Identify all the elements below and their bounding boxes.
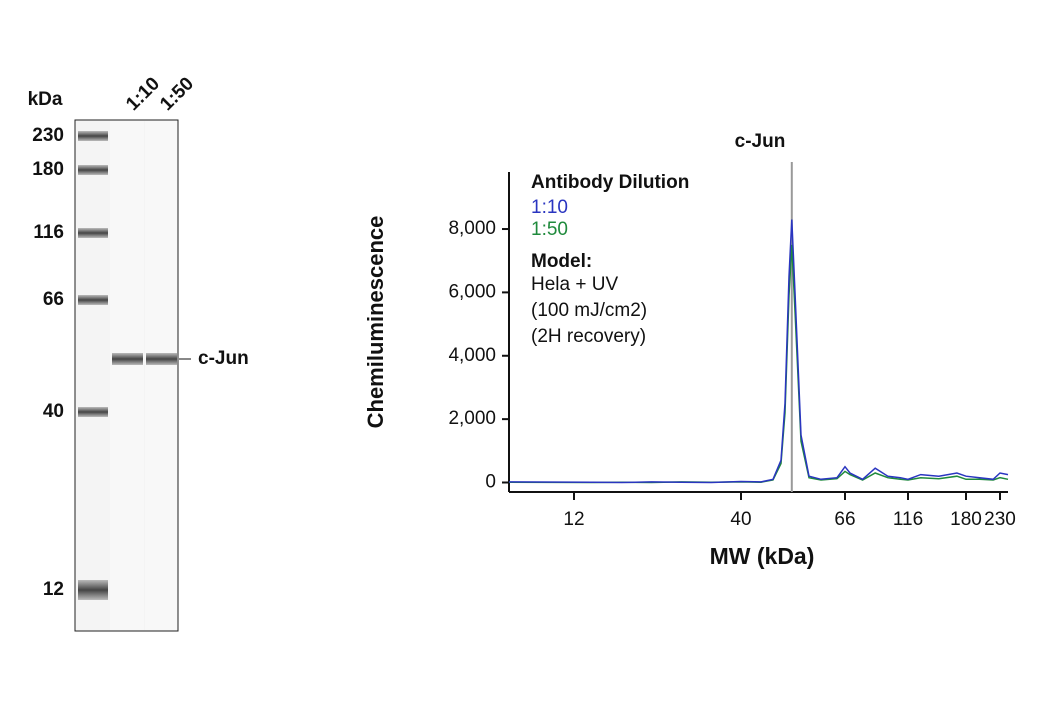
ladder-band [78, 580, 108, 600]
x-tick-label: 40 [730, 509, 751, 530]
lane [145, 121, 177, 630]
sample-band [112, 353, 143, 365]
ladder-label: 40 [43, 401, 64, 422]
x-tick-label: 66 [834, 509, 855, 530]
legend-entry: 1:50 [531, 219, 568, 240]
lane [110, 121, 144, 630]
band-label: c-Jun [198, 348, 249, 369]
note: (2H recovery) [531, 326, 646, 347]
y-tick-label: 6,000 [448, 281, 496, 302]
y-tick-label: 2,000 [448, 408, 496, 429]
ladder-label: 230 [32, 125, 64, 146]
notes-title: Model: [531, 251, 592, 272]
ladder-band [78, 228, 108, 238]
x-axis-label: MW (kDa) [710, 543, 815, 569]
note: (100 mJ/cm2) [531, 300, 647, 321]
note: Hela + UV [531, 274, 618, 295]
y-tick-label: 8,000 [448, 218, 496, 239]
ladder-band [78, 165, 108, 175]
lane-label: 1:10 [122, 73, 164, 115]
ladder-label: 180 [32, 159, 64, 180]
line-series [508, 219, 1009, 484]
x-tick-label: 12 [563, 509, 584, 530]
y-axis-label: Chemiluminescence [363, 216, 388, 429]
annotation: c-Jun [735, 131, 786, 152]
ladder-label: 116 [33, 222, 64, 243]
ladder-band [78, 131, 108, 141]
ladder-label: 12 [43, 579, 64, 600]
y-tick-label: 0 [485, 472, 496, 493]
unit-label: kDa [28, 89, 63, 110]
lane-label: 1:50 [156, 73, 198, 115]
x-tick-label: 180 [950, 509, 982, 530]
y-tick-label: 4,000 [448, 345, 496, 366]
ladder-label: 66 [43, 289, 64, 310]
ladder-band [78, 407, 108, 417]
x-tick-label: 116 [893, 509, 923, 530]
ladder-band [78, 295, 108, 305]
sample-band [146, 353, 177, 365]
x-tick-label: 230 [984, 509, 1016, 530]
legend-entry: 1:10 [531, 197, 568, 218]
legend-title: Antibody Dilution [531, 172, 689, 193]
